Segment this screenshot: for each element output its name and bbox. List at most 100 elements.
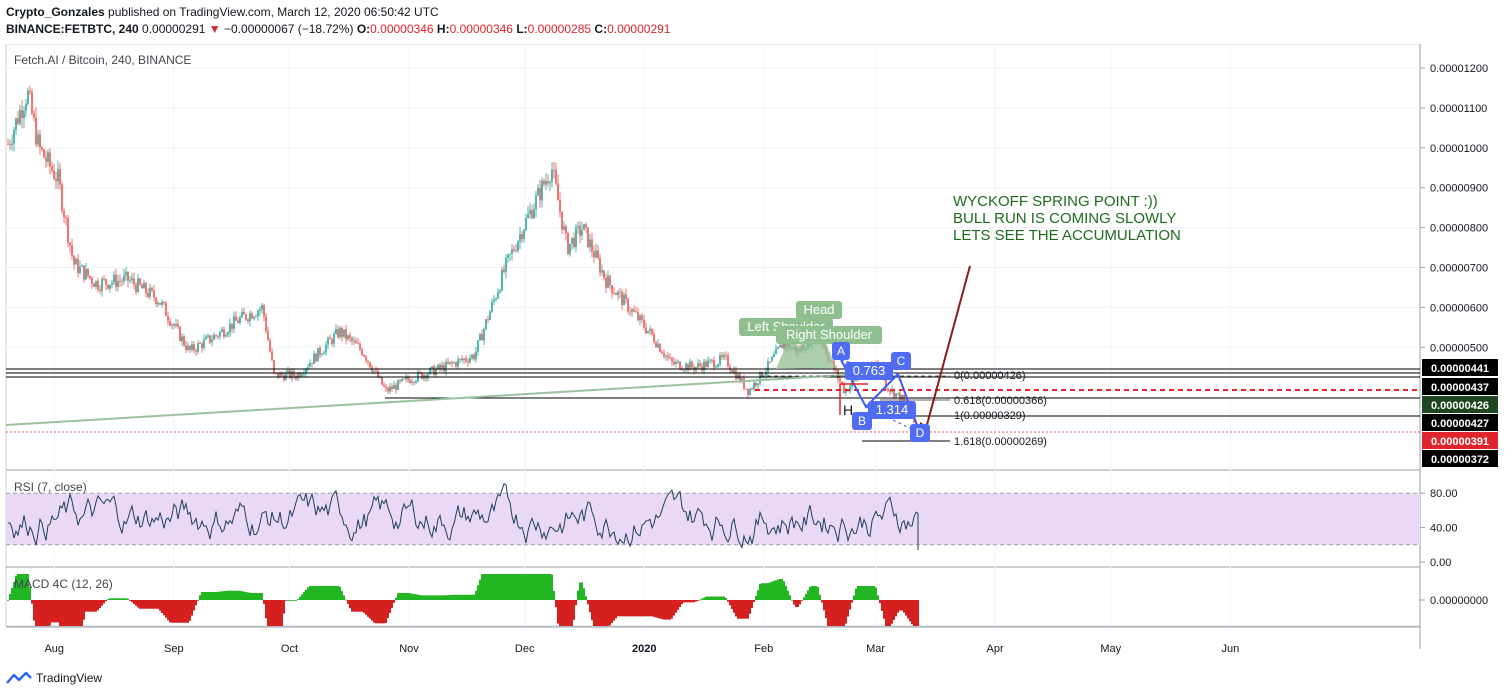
macd-bar — [23, 574, 25, 600]
candle-body — [239, 317, 241, 323]
candle-body — [535, 195, 537, 210]
macd-bar — [623, 600, 625, 617]
macd-bar — [737, 600, 739, 619]
candle-body — [667, 355, 669, 358]
candle-body — [627, 298, 629, 312]
macd-bar — [407, 592, 409, 600]
candle-body — [347, 335, 349, 340]
candle-body — [645, 327, 647, 333]
macd-bar — [863, 585, 865, 600]
candle-body — [247, 319, 249, 322]
candle-body — [323, 352, 325, 355]
macd-bar — [563, 600, 565, 626]
candle-body — [87, 268, 89, 277]
macd-bar — [343, 595, 345, 600]
tradingview-logo-icon — [6, 671, 32, 684]
chart-container[interactable]: Aug Sep Oct Nov Dec 2020 Feb Mar Apr May Jun 0.0000… — [0, 43, 1508, 684]
candle-body — [63, 210, 65, 218]
macd-bar — [859, 585, 861, 600]
candle-body — [277, 372, 279, 378]
candle-body — [635, 311, 637, 313]
macd-bar — [703, 597, 705, 600]
candle-body — [69, 242, 71, 246]
candle-body — [153, 290, 155, 298]
macd-bar — [751, 600, 753, 608]
candle-body — [681, 369, 683, 371]
trading-chart[interactable]: Aug Sep Oct Nov Dec 2020 Feb Mar Apr May Jun 0.0000… — [0, 43, 1508, 684]
price-badge-label: 0.00000437 — [1431, 382, 1489, 394]
candle-body — [691, 361, 693, 368]
candle-body — [197, 343, 199, 352]
macd-bar — [873, 585, 875, 600]
candle-body — [509, 254, 511, 255]
candle-body — [29, 90, 31, 93]
macd-bar — [727, 600, 729, 602]
author-name[interactable]: Crypto_Gonzales — [6, 5, 105, 19]
candle-body — [397, 380, 399, 390]
macd-bar — [649, 600, 651, 617]
candle-body — [255, 316, 257, 318]
candle-body — [733, 370, 735, 373]
macd-bar — [781, 578, 783, 600]
macd-bar — [173, 600, 175, 623]
macd-bar — [465, 594, 467, 600]
axes: Aug Sep Oct Nov Dec 2020 Feb Mar Apr May Jun 0.0000… — [44, 63, 1498, 655]
macd-bar — [111, 598, 113, 600]
macd-bar — [725, 597, 727, 600]
macd-bar — [417, 594, 419, 600]
macd-bar — [385, 600, 387, 624]
candle-body — [135, 284, 137, 292]
macd-bar — [69, 600, 71, 626]
candle-body — [109, 284, 111, 289]
right-shoulder-tag — [776, 326, 882, 344]
candle-body — [493, 299, 495, 302]
macd-bar — [213, 591, 215, 600]
macd-bar — [897, 600, 899, 613]
macd-bar — [27, 574, 29, 600]
macd-bar — [427, 595, 429, 600]
footer-brand[interactable]: TradingView — [6, 671, 102, 685]
candle-body — [19, 109, 21, 124]
macd-bar — [61, 600, 63, 626]
macd-bar — [373, 600, 375, 623]
macd-bar — [451, 594, 453, 600]
macd-bar — [683, 600, 685, 603]
macd-bar — [63, 600, 65, 626]
macd-bar — [405, 592, 407, 600]
macd-bar — [753, 600, 755, 602]
candle-body — [591, 239, 593, 252]
macd-bar — [795, 600, 797, 608]
candle-body — [105, 279, 107, 285]
candle-body — [73, 255, 75, 265]
candle-body — [605, 277, 607, 288]
candle-body — [579, 225, 581, 236]
macd-bar — [335, 585, 337, 600]
point-b-tag — [852, 412, 872, 430]
macd-bar — [475, 590, 477, 600]
macd-bar — [545, 574, 547, 600]
macd-bar — [597, 600, 599, 626]
candle-body — [391, 386, 393, 390]
point-a-label: A — [837, 344, 845, 358]
candle-body — [563, 226, 565, 230]
macd-bar — [823, 600, 825, 611]
macd-bar — [263, 600, 265, 604]
candle-body — [305, 368, 307, 374]
wyckoff-line-2: BULL RUN IS COMING SLOWLY — [953, 210, 1176, 227]
candle-body — [365, 356, 367, 361]
candle-body — [539, 188, 541, 201]
candle-body — [185, 345, 187, 350]
macd-bar — [341, 591, 343, 600]
macd-bar — [115, 598, 117, 600]
macd-bar — [49, 600, 51, 626]
candle-body — [465, 358, 467, 361]
candle-body — [755, 382, 757, 386]
candle-body — [435, 369, 437, 376]
macd-bar — [497, 574, 499, 600]
macd-bar — [575, 600, 577, 606]
macd-bar — [667, 600, 669, 620]
macd-bar — [83, 600, 85, 620]
h-label: H — [843, 402, 853, 418]
macd-bar — [281, 600, 283, 626]
macd-bar — [73, 600, 75, 626]
